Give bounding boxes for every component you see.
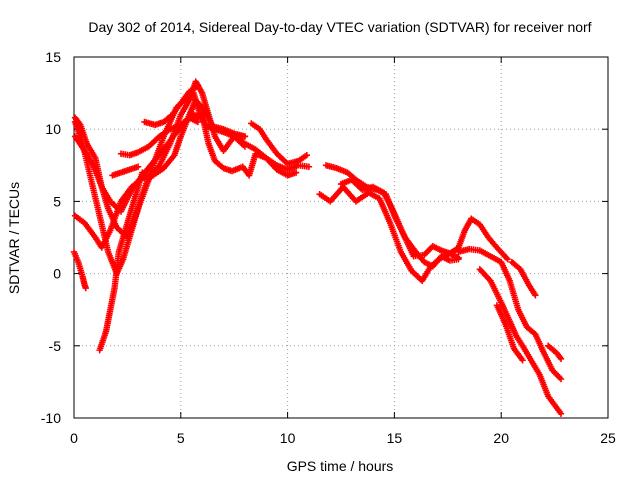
data-point bbox=[557, 355, 565, 362]
y-tick-label: -10 bbox=[41, 410, 61, 426]
y-tick-label: -5 bbox=[49, 338, 62, 354]
x-tick-labels: 0 5 10 15 20 25 bbox=[70, 430, 616, 446]
data-series bbox=[70, 78, 565, 417]
y-axis-title: SDTVAR / TECUs bbox=[6, 182, 22, 294]
x-tick-label: 25 bbox=[600, 430, 616, 446]
x-tick-label: 20 bbox=[493, 430, 509, 446]
y-tick-labels: -10 -5 0 5 10 15 bbox=[41, 49, 61, 426]
chart-title: Day 302 of 2014, Sidereal Day-to-day VTE… bbox=[88, 19, 591, 35]
series-track-n bbox=[337, 176, 511, 263]
series-track-p bbox=[476, 266, 565, 417]
series-track-o bbox=[455, 245, 565, 383]
data-point bbox=[241, 133, 249, 140]
grid bbox=[74, 57, 608, 418]
data-point bbox=[557, 375, 565, 383]
data-point bbox=[292, 169, 300, 176]
series-track-m bbox=[316, 183, 462, 285]
data-point bbox=[504, 255, 511, 263]
series-track-f bbox=[117, 114, 202, 159]
data-point bbox=[194, 82, 202, 90]
y-tick-label: 5 bbox=[53, 193, 61, 209]
y-tick-label: 15 bbox=[45, 49, 61, 65]
data-point bbox=[532, 292, 539, 299]
data-point bbox=[303, 151, 311, 159]
series-track-s bbox=[544, 342, 565, 362]
y-tick-label: 0 bbox=[53, 266, 61, 282]
axis-ticks bbox=[73, 56, 609, 419]
x-tick-label: 5 bbox=[177, 430, 185, 446]
series-track-g bbox=[141, 82, 202, 129]
series-track-i bbox=[198, 111, 313, 179]
data-point bbox=[139, 169, 146, 176]
series-track-q bbox=[508, 258, 539, 299]
y-tick-label: 10 bbox=[45, 121, 61, 137]
series-track-r bbox=[493, 302, 526, 364]
x-tick-label: 0 bbox=[70, 430, 78, 446]
data-point bbox=[455, 254, 462, 261]
series-track-j bbox=[248, 120, 311, 168]
x-axis-title: GPS time / hours bbox=[287, 458, 394, 474]
data-point bbox=[305, 163, 313, 170]
data-point bbox=[519, 357, 526, 364]
x-tick-label: 10 bbox=[280, 430, 296, 446]
data-point bbox=[557, 410, 565, 417]
data-point bbox=[194, 118, 202, 126]
series-track-e bbox=[96, 169, 146, 354]
plot-frame bbox=[73, 56, 609, 419]
data-point bbox=[134, 163, 142, 170]
data-point bbox=[82, 284, 89, 292]
series-track-h bbox=[109, 163, 142, 179]
series-track-k bbox=[231, 131, 300, 179]
series-track-t bbox=[70, 248, 89, 292]
x-tick-label: 15 bbox=[387, 430, 403, 446]
